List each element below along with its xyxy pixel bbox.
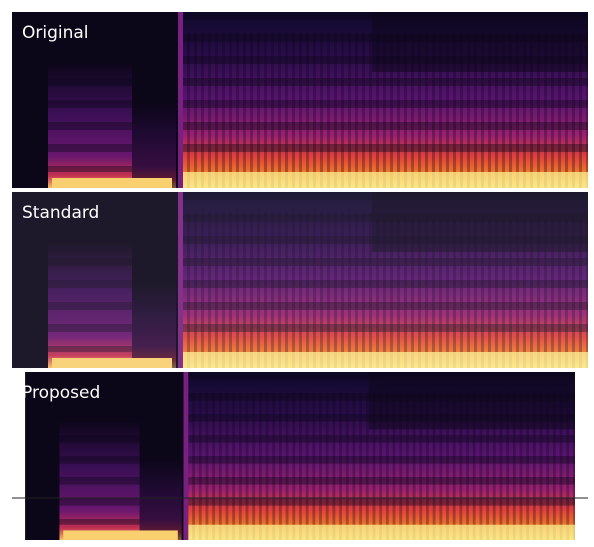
page: Original Standard Proposed (() => { cons… [0,0,594,543]
panel: Original [12,12,588,188]
panel: Standard [12,192,588,368]
figure: Original Standard Proposed [0,0,594,543]
panel-label: Standard [22,203,99,223]
spectrogram [25,372,575,540]
spectrogram [12,12,588,188]
panel-label: Original [22,23,89,43]
panel-label: Proposed [22,383,100,403]
panel: Proposed [12,372,588,540]
